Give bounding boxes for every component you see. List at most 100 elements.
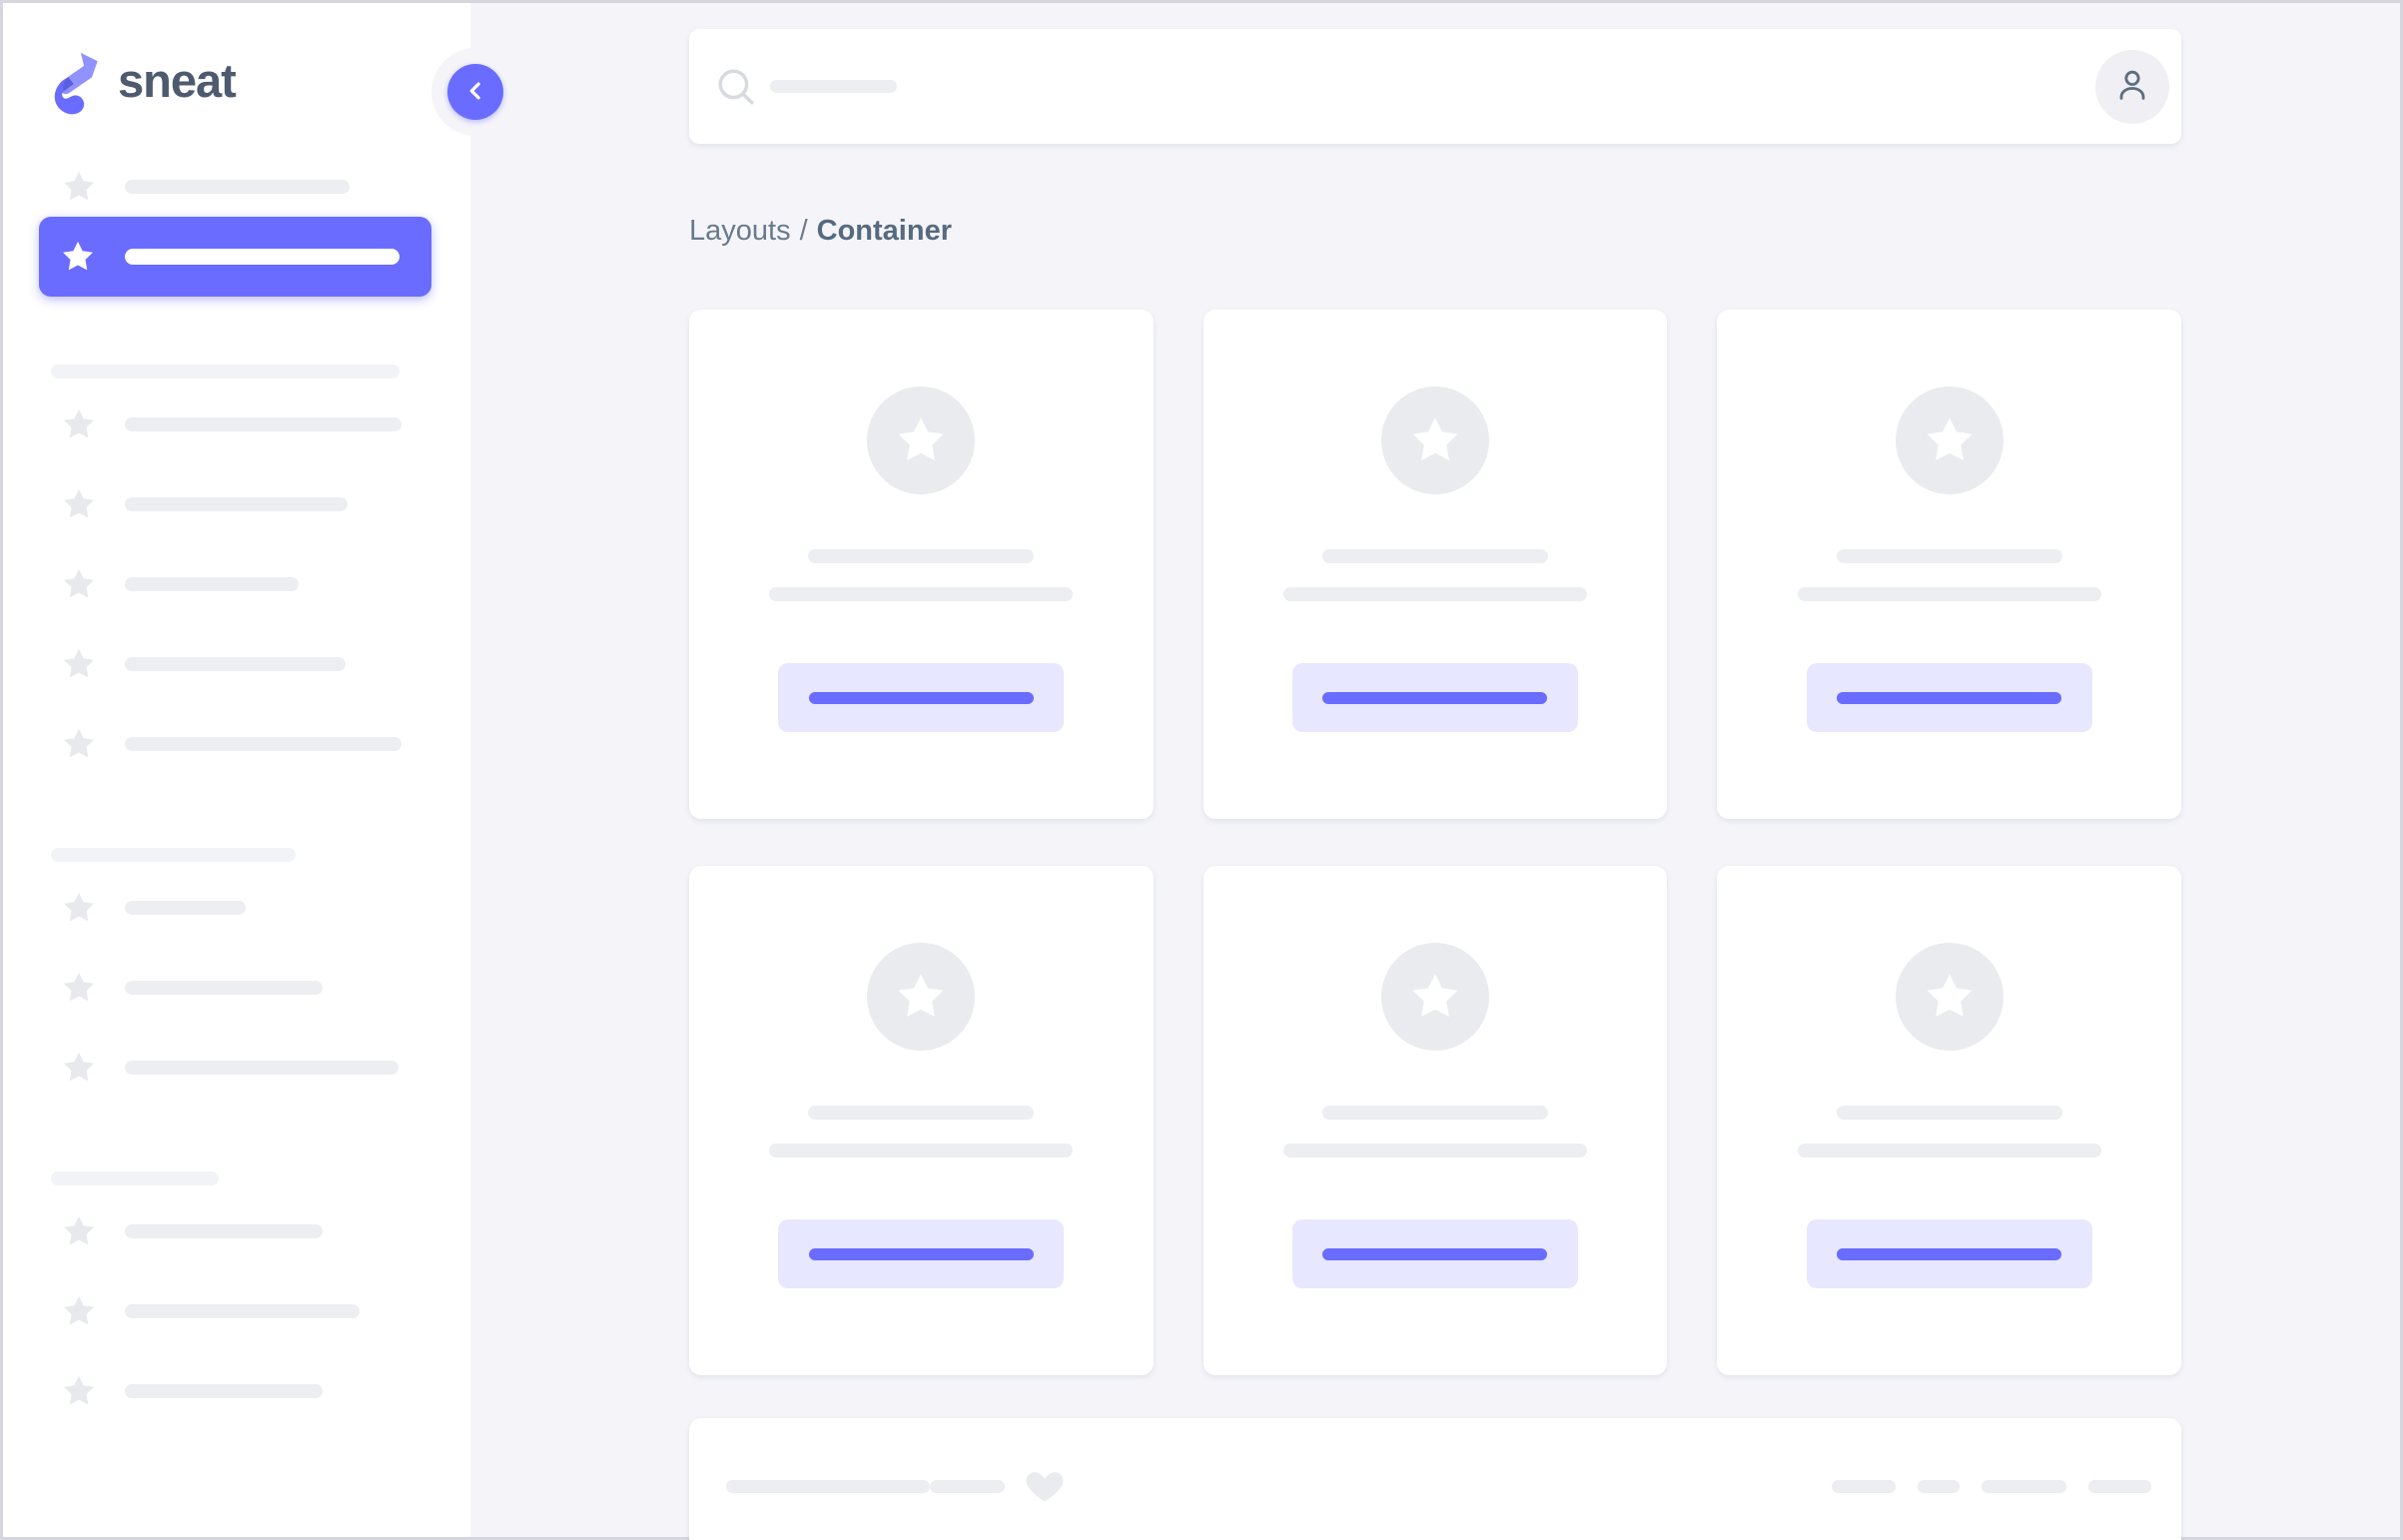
card-action-button-skeleton[interactable] (778, 663, 1065, 732)
star-icon (61, 169, 97, 205)
sidebar-item[interactable] (3, 1050, 470, 1086)
star-icon (1408, 413, 1462, 467)
menu-label-skeleton (125, 249, 400, 265)
star-icon (61, 1213, 97, 1249)
sidebar-item[interactable] (3, 486, 470, 522)
menu-label-skeleton (125, 981, 323, 995)
sidebar-item[interactable] (3, 566, 470, 602)
button-label-skeleton (1837, 1247, 2062, 1260)
placeholder-card (1202, 310, 1668, 819)
title-skeleton (1836, 549, 2062, 563)
breadcrumb-separator: / (799, 215, 808, 247)
subtitle-skeleton (1282, 587, 1587, 601)
image-placeholder-circle (867, 943, 976, 1051)
star-icon (61, 646, 97, 682)
placeholder-card (689, 866, 1154, 1375)
footer-card (689, 1418, 2181, 1540)
sidebar-section-divider (51, 365, 400, 379)
title-skeleton (1836, 1106, 2062, 1120)
sidebar-section-divider (51, 1171, 219, 1185)
menu-label-skeleton (125, 657, 346, 671)
button-label-skeleton (1837, 691, 2062, 704)
search-icon (714, 65, 758, 109)
button-label-skeleton (1322, 691, 1548, 704)
image-placeholder-circle (1380, 386, 1489, 494)
title-skeleton (1321, 549, 1548, 563)
sidebar-item[interactable] (3, 726, 470, 762)
sidebar-item-active[interactable] (39, 217, 431, 297)
sidebar-section-divider (51, 848, 296, 862)
sidebar-item[interactable] (3, 970, 470, 1006)
breadcrumb-section[interactable]: Layouts (689, 215, 791, 247)
card-action-button-skeleton[interactable] (1291, 663, 1578, 732)
star-icon (61, 486, 97, 522)
placeholder-card (1717, 310, 2181, 819)
card-grid (689, 310, 2181, 1375)
menu-label-skeleton (125, 737, 401, 751)
search-input[interactable] (714, 29, 2095, 144)
boxed-container: Layouts / Container (689, 29, 2181, 1540)
menu-label-skeleton (125, 1061, 399, 1075)
menu-label-skeleton (125, 901, 246, 915)
image-placeholder-circle (1895, 386, 2003, 494)
star-icon (1923, 413, 1977, 467)
footer-pagination-group (1832, 1479, 2151, 1493)
subtitle-skeleton (1797, 1144, 2101, 1157)
title-skeleton (1321, 1106, 1548, 1120)
star-icon (61, 406, 97, 442)
skeleton-bar (1918, 1479, 1960, 1493)
breadcrumb-current-page: Container (816, 215, 952, 247)
skeleton-bar (726, 1479, 930, 1493)
image-placeholder-circle (867, 386, 976, 494)
star-icon (61, 726, 97, 762)
star-icon (61, 566, 97, 602)
button-label-skeleton (1322, 1247, 1548, 1260)
footer-left-group (726, 1466, 1087, 1506)
placeholder-card (1717, 866, 2181, 1375)
sidebar-item[interactable] (3, 406, 470, 442)
main-area: Layouts / Container (470, 3, 2400, 1540)
sidebar-item[interactable] (3, 1373, 470, 1409)
chevron-left-icon (460, 76, 490, 109)
card-action-button-skeleton[interactable] (1291, 1219, 1578, 1288)
heart-icon (1023, 1466, 1067, 1506)
button-label-skeleton (808, 1247, 1034, 1260)
breadcrumb: Layouts / Container (689, 214, 2181, 248)
subtitle-skeleton (1282, 1144, 1587, 1157)
star-icon (61, 890, 97, 926)
placeholder-card (1202, 866, 1668, 1375)
image-placeholder-circle (1380, 943, 1489, 1051)
title-skeleton (808, 549, 1035, 563)
search-placeholder-skeleton (770, 80, 897, 93)
star-icon (1408, 970, 1462, 1024)
card-action-button-skeleton[interactable] (778, 1219, 1065, 1288)
star-icon (61, 1050, 97, 1086)
menu-label-skeleton (125, 1224, 323, 1238)
star-icon (60, 239, 96, 275)
sidebar-item[interactable] (3, 646, 470, 682)
menu-label-skeleton (125, 417, 401, 431)
menu-label-skeleton (125, 1304, 360, 1318)
sidebar-item[interactable] (3, 169, 470, 205)
sidebar-item[interactable] (3, 1293, 470, 1329)
sidebar-item[interactable] (3, 1213, 470, 1249)
sidebar-item[interactable] (3, 890, 470, 926)
menu-label-skeleton (125, 577, 299, 591)
star-icon (894, 970, 948, 1024)
skeleton-bar (2088, 1479, 2151, 1493)
skeleton-bar (1982, 1479, 2066, 1493)
menu-label-skeleton (125, 180, 350, 194)
card-action-button-skeleton[interactable] (1806, 1219, 2092, 1288)
star-icon (61, 1373, 97, 1409)
title-skeleton (808, 1106, 1035, 1120)
sidebar-collapse-button[interactable] (447, 64, 503, 120)
image-placeholder-circle (1895, 943, 2003, 1051)
app-logo-text: sneat (118, 53, 237, 107)
sidebar-menu (3, 169, 470, 1409)
subtitle-skeleton (1797, 587, 2101, 601)
user-avatar-button[interactable] (2095, 49, 2169, 124)
skeleton-bar (1832, 1479, 1896, 1493)
app-logo[interactable]: sneat (3, 3, 470, 119)
card-action-button-skeleton[interactable] (1806, 663, 2092, 732)
